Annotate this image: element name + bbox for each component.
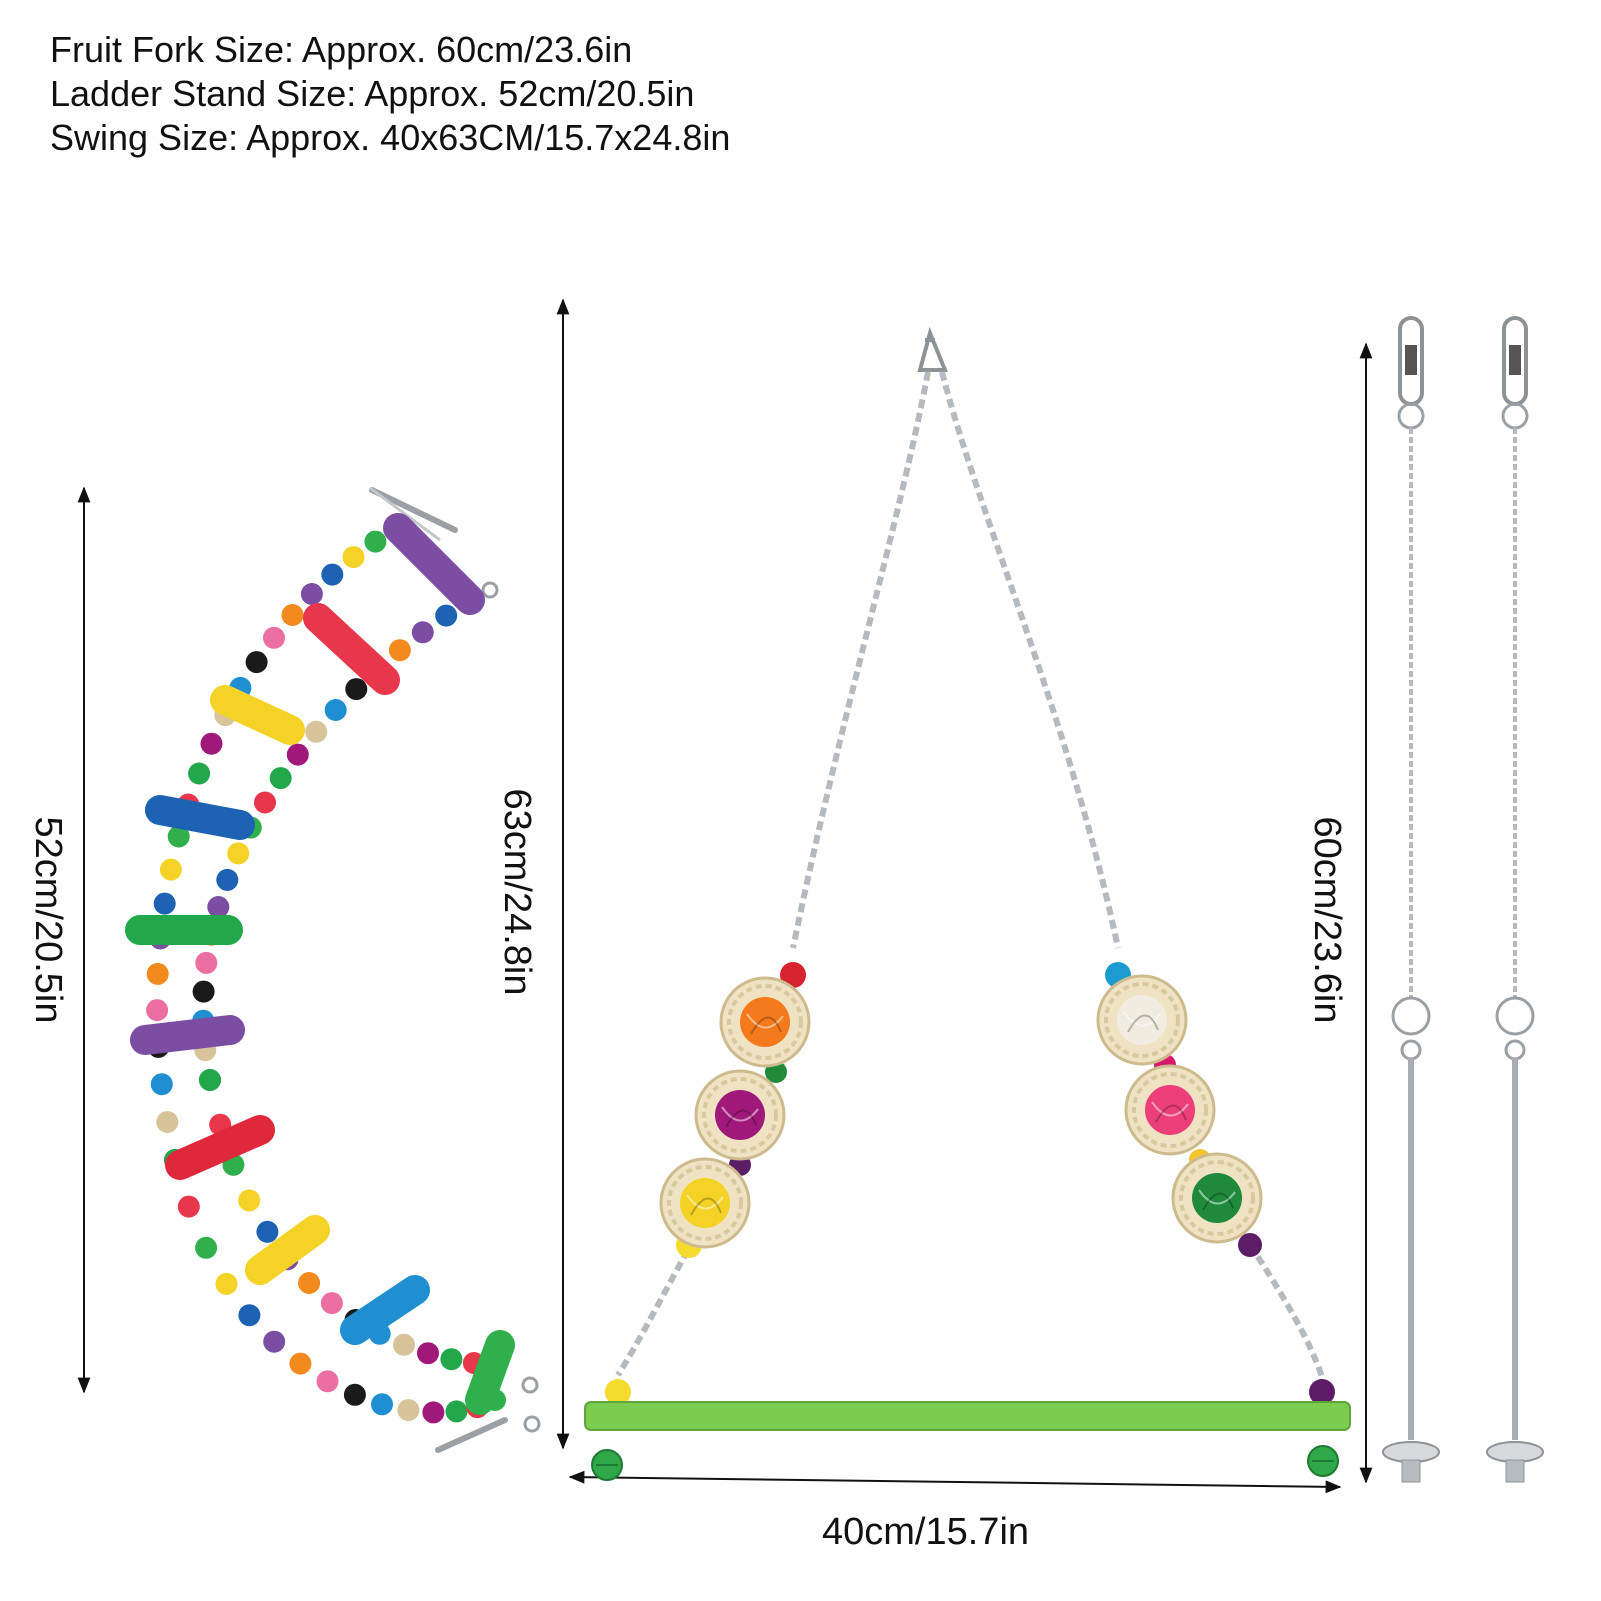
swing-width-label: 40cm/15.7in: [822, 1511, 1030, 1553]
rattan-ball: [694, 1069, 786, 1161]
ladder-bead: [397, 1399, 420, 1422]
ladder-bead: [238, 1189, 261, 1212]
ladder-bead: [256, 1220, 279, 1243]
ladder-bead: [342, 546, 365, 569]
ladder-bead: [195, 1236, 218, 1259]
swing-chain-left-lower: [615, 1248, 691, 1377]
swing-bell-left: [591, 1449, 623, 1481]
ladder-height-label: 52cm/20.5in: [27, 816, 69, 1024]
swing-size-text: Swing Size: Approx. 40x63CM/15.7x24.8in: [50, 117, 731, 158]
ladder-bead: [238, 1304, 261, 1327]
swing-height-label: 63cm/24.8in: [496, 788, 538, 996]
ladder-top-hook: [369, 486, 499, 599]
ladder-bead: [263, 626, 285, 649]
swing-bell-right: [1307, 1445, 1339, 1477]
rattan-ball: [1096, 974, 1188, 1066]
rattan-ball: [1171, 1152, 1263, 1244]
ladder-bead: [254, 791, 276, 814]
ladder-bead: [227, 842, 250, 865]
ladder-bead: [324, 699, 347, 721]
rattan-ball: [1124, 1064, 1216, 1156]
ladder-bead: [146, 962, 169, 985]
rattan-ball: [659, 1157, 751, 1249]
swing-rattan-balls: [659, 974, 1263, 1249]
bird-ladder: [125, 486, 541, 1453]
ladder-rung: [130, 1015, 245, 1055]
ladder-bead: [245, 651, 268, 674]
ladder-bead: [343, 1383, 366, 1406]
ladder-bead: [345, 678, 368, 701]
swing-chain-right: [939, 371, 1121, 949]
ladder-rung: [303, 603, 400, 695]
ladder-rungs: [125, 513, 515, 1415]
ladder-bead: [320, 1292, 343, 1315]
ladder-bead: [316, 1370, 339, 1393]
ladder-bead: [371, 1393, 393, 1416]
size-specifications: Fruit Fork Size: Approx. 60cm/23.6in Lad…: [50, 28, 730, 160]
ladder-bead: [195, 951, 218, 974]
swing-perch: [584, 1401, 1351, 1431]
ladder-beads: [146, 517, 506, 1424]
swing-bead-red: [780, 962, 806, 988]
ladder-rung: [383, 513, 485, 615]
ladder-bead: [207, 896, 230, 918]
swing-bead-purple-end: [1309, 1379, 1335, 1405]
ladder-bead: [200, 732, 223, 755]
ladder-rung: [245, 1215, 330, 1285]
ladder-bead: [188, 762, 211, 785]
ladder-bead: [305, 720, 328, 743]
swing-chain-left: [790, 371, 931, 949]
rattan-ball: [719, 976, 811, 1068]
bird-swing: [584, 326, 1351, 1481]
ladder-rung: [145, 795, 255, 840]
ladder-bead: [263, 1330, 286, 1353]
ladder-bead: [440, 1348, 463, 1371]
fruit-fork-right: [1486, 316, 1544, 1483]
ladder-bead: [167, 825, 190, 848]
ladder-bead: [422, 1401, 445, 1424]
ladder-rung: [340, 1275, 430, 1345]
ladder-bead: [216, 868, 239, 891]
ladder-bead: [269, 767, 292, 790]
ladder-bead: [364, 530, 387, 553]
ladder-rung: [165, 1115, 275, 1180]
ladder-bead: [321, 563, 344, 586]
swing-chain-right-lower: [1247, 1243, 1325, 1378]
ladder-bead: [215, 1272, 238, 1295]
ladder-bead: [289, 1352, 312, 1375]
ladder-bead: [298, 1272, 321, 1294]
ladder-bead: [146, 999, 169, 1022]
swing-bead-purple-right: [1238, 1233, 1262, 1257]
ladder-bead: [177, 1195, 200, 1218]
ladder-bead: [435, 604, 458, 627]
ladder-bead: [411, 621, 434, 644]
fruit-fork-size-text: Fruit Fork Size: Approx. 60cm/23.6in: [50, 29, 633, 70]
ladder-bead: [156, 1111, 179, 1133]
ladder-bead: [153, 892, 176, 915]
ladder-bead: [445, 1400, 468, 1423]
ladder-bead: [393, 1333, 415, 1356]
swing-width-arrow: [568, 1470, 1342, 1494]
ladder-bottom-hook: [435, 1376, 541, 1453]
ladder-bead: [192, 980, 215, 1003]
ladder-bead: [388, 639, 411, 662]
ladder-bead: [159, 858, 182, 881]
ladder-rung: [465, 1330, 515, 1415]
ladder-bead: [199, 1069, 221, 1091]
swing-bead-yellow-end: [605, 1379, 631, 1405]
ladder-stand-size-text: Ladder Stand Size: Approx. 52cm/20.5in: [50, 73, 695, 114]
fork-height-label: 60cm/23.6in: [1306, 816, 1348, 1024]
ladder-bead: [150, 1073, 173, 1096]
swing-top-clip: [917, 326, 948, 372]
ladder-bead: [300, 583, 323, 605]
ladder-bead: [417, 1342, 439, 1365]
ladder-bead: [286, 743, 309, 766]
ladder-rung: [210, 685, 305, 745]
fruit-fork-left: [1382, 316, 1440, 1483]
ladder-bead: [281, 604, 304, 626]
